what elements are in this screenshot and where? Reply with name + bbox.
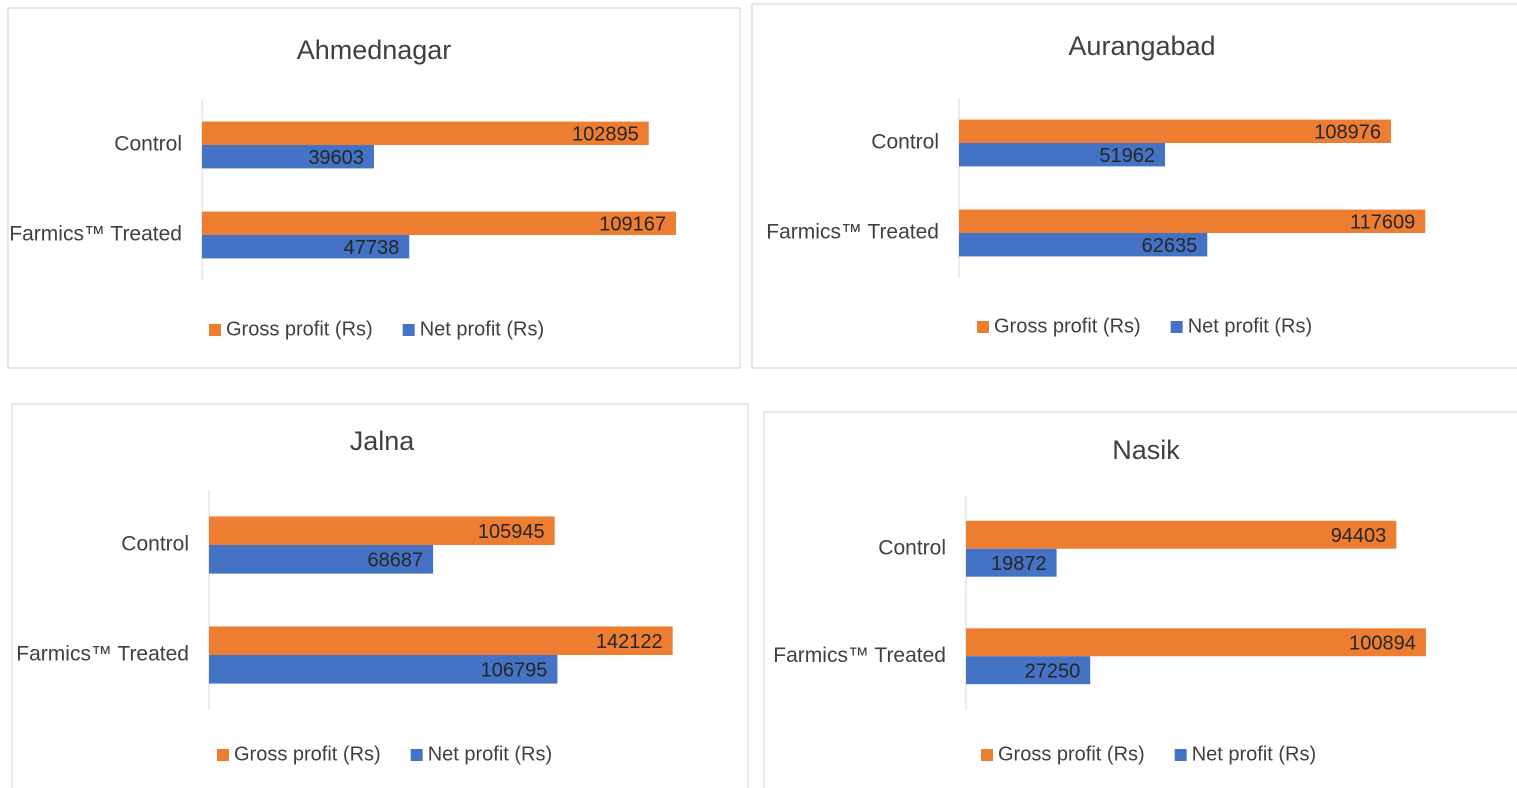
bar — [966, 628, 1426, 657]
legend-label: Gross profit (Rs) — [998, 743, 1145, 765]
category-label: Farmics™ Treated — [766, 221, 939, 244]
data-label: 27250 — [1025, 661, 1081, 683]
bar — [966, 548, 1057, 577]
data-label: 106795 — [481, 660, 548, 682]
bar — [966, 656, 1091, 685]
legend-swatch — [410, 749, 423, 761]
legend-label: Net profit (Rs) — [1192, 743, 1316, 765]
bar — [209, 545, 434, 574]
data-label: 94403 — [1331, 525, 1387, 547]
bar — [209, 626, 673, 655]
data-label: 19872 — [991, 553, 1047, 575]
data-label: 62635 — [1142, 235, 1198, 257]
legend-label: Net profit (Rs) — [420, 318, 544, 340]
legend-swatch — [209, 324, 221, 336]
bar — [202, 235, 410, 259]
legend-swatch — [981, 749, 993, 761]
panel-border — [751, 3, 1517, 369]
bar — [209, 655, 558, 684]
legend-label: Net profit (Rs) — [428, 743, 552, 765]
data-label: 51962 — [1099, 145, 1155, 167]
bar — [202, 121, 649, 145]
legend-label: Gross profit (Rs) — [226, 318, 373, 340]
bar — [966, 520, 1397, 549]
legend-swatch — [1174, 749, 1187, 761]
category-label: Farmics™ Treated — [773, 644, 946, 667]
panel-border — [763, 411, 1517, 788]
bar — [202, 211, 676, 235]
legend-label: Gross profit (Rs) — [994, 315, 1141, 337]
panel-border — [7, 7, 741, 369]
category-label: Control — [121, 533, 189, 556]
data-label: 142122 — [596, 631, 663, 653]
legend-label: Net profit (Rs) — [1188, 315, 1312, 337]
legend-swatch — [1170, 321, 1183, 333]
bar — [202, 145, 374, 169]
panel-border — [11, 403, 749, 788]
data-label: 100894 — [1349, 633, 1416, 655]
category-label: Control — [878, 536, 946, 559]
bar — [209, 516, 555, 545]
bar — [959, 233, 1208, 257]
data-label: 109167 — [599, 214, 666, 236]
bar — [959, 119, 1392, 143]
data-label: 108976 — [1314, 122, 1381, 144]
data-label: 47738 — [344, 237, 400, 259]
legend-swatch — [977, 321, 989, 333]
chart-title: Jalna — [350, 426, 416, 456]
category-label: Control — [871, 131, 939, 154]
category-label: Control — [114, 133, 182, 156]
data-label: 105945 — [478, 521, 545, 543]
data-label: 117609 — [1350, 212, 1415, 234]
chart-title: Nasik — [1112, 435, 1180, 465]
bar — [959, 143, 1165, 167]
data-label: 68687 — [367, 550, 423, 572]
category-label: Farmics™ Treated — [9, 223, 182, 246]
chart-title: Aurangabad — [1068, 31, 1215, 61]
legend-swatch — [217, 749, 229, 761]
legend-swatch — [402, 324, 415, 336]
bar — [959, 209, 1426, 233]
legend-label: Gross profit (Rs) — [234, 743, 381, 765]
data-label: 39603 — [308, 147, 364, 169]
data-label: 102895 — [572, 124, 639, 146]
chart-title: Ahmednagar — [297, 35, 452, 65]
category-label: Farmics™ Treated — [16, 643, 189, 666]
